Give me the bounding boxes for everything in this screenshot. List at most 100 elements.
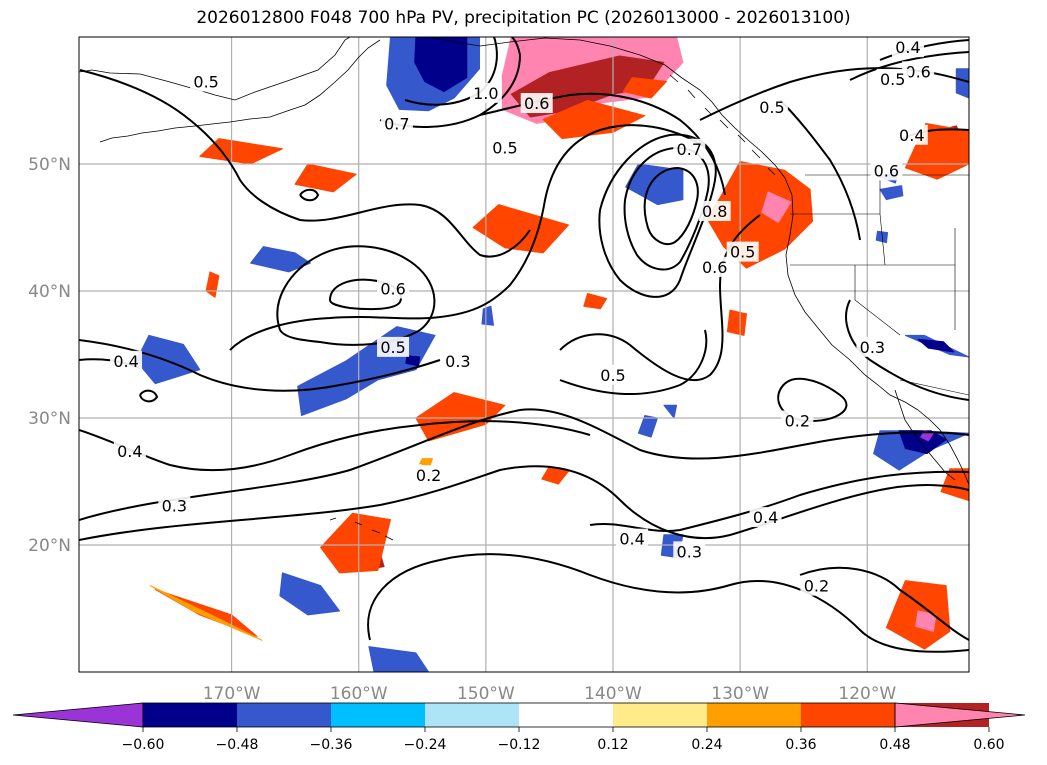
contour-label-backdrop (377, 336, 410, 357)
pv-contour-0-6-inner-loop (329, 278, 403, 311)
colorbar-segment (425, 703, 519, 727)
precip-region-5-1 (625, 163, 684, 206)
map-title: 2026012800 F048 700 hPa PV, precipitatio… (196, 8, 851, 28)
precip-region-2-14 (622, 77, 667, 99)
state-border-ca-nv (854, 265, 901, 336)
contour-label-backdrop (698, 256, 731, 277)
contour-label-backdrop (856, 336, 889, 357)
contour-label: 0.5 (759, 98, 784, 117)
lon-tick-label: 140°W (584, 684, 642, 704)
british-columbia-islands (669, 74, 776, 176)
pv-contour-small-loop-2 (139, 389, 159, 403)
pv-contour-small-loop (299, 188, 320, 202)
precip-region-2-13 (583, 293, 608, 310)
contour-label: 0.4 (753, 508, 778, 527)
contour-label-backdrop (113, 441, 146, 462)
contour-label-backdrop (755, 96, 788, 117)
colorbar: −0.60 −0.48 −0.36 −0.24 −0.12 0.12 0.24 0.36 0.4… (12, 702, 1026, 753)
contour-label-backdrop (441, 350, 474, 371)
contour-label-backdrop (781, 410, 814, 431)
lon-tick-label: 170°W (203, 684, 261, 704)
contour-label: 0.6 (524, 94, 549, 113)
contour-label-backdrop (726, 241, 759, 262)
contour-label-backdrop (870, 160, 903, 181)
contour-label: 1.0 (473, 84, 498, 103)
contour-label: 0.4 (895, 38, 920, 57)
colorbar-tick-label: 0.48 (879, 737, 910, 753)
pv-contour-0-5-inner (559, 329, 708, 396)
contour-label-backdrop (749, 507, 782, 528)
mexico-mainland-coast (917, 409, 969, 486)
contour-label-backdrop (673, 138, 706, 159)
contour-label-backdrop (110, 350, 143, 371)
contour-label-backdrop (412, 465, 445, 486)
colorbar-segment (613, 703, 707, 727)
hawaiian-islands (329, 517, 394, 541)
lon-tick-label: 130°W (711, 684, 769, 704)
contour-label: 0.5 (880, 70, 905, 89)
pv-contour-0-7-east (879, 39, 969, 61)
precip-region-5-8 (481, 305, 494, 326)
contour-label: 0.3 (677, 542, 702, 561)
contour-label: 0.4 (113, 352, 138, 371)
contour-label: 0.5 (730, 243, 755, 262)
contour-label-backdrop (469, 82, 502, 103)
colorbar-segment (801, 703, 895, 727)
precip-region-2-6 (415, 392, 506, 442)
pv-contour-east-coast (779, 99, 861, 241)
lon-tick-label: 160°W (330, 684, 388, 704)
contour-label: 0.5 (600, 366, 625, 385)
contour-label: 0.3 (860, 338, 885, 357)
pv-contour-0-2-east (777, 377, 848, 422)
precip-region-5-6 (368, 646, 430, 672)
colorbar-tick-label: 0.12 (597, 737, 628, 753)
precip-region-2-11 (726, 309, 747, 336)
pv-contour-0-2-low (799, 566, 969, 641)
colorbar-extend-under (12, 702, 144, 728)
contour-label: 0.4 (899, 126, 924, 145)
precip-region-5-9 (955, 68, 969, 99)
graticule (79, 37, 969, 672)
contour-label: 0.4 (619, 530, 644, 549)
us-west-coast (785, 194, 919, 411)
pv-contours (79, 37, 969, 653)
contour-label-backdrop (876, 68, 909, 89)
precip-region-5-5 (279, 572, 341, 616)
contour-label-backdrop (895, 124, 928, 145)
alaska-coastline (79, 37, 351, 101)
pv-contour-0-3-east (845, 299, 969, 401)
contour-labels: 0.51.00.70.60.50.50.70.80.50.60.60.40.60… (110, 37, 935, 596)
contour-label: 0.5 (193, 72, 218, 91)
contour-label-backdrop (597, 364, 629, 385)
contour-label: 0.7 (384, 114, 409, 133)
contour-label-backdrop (698, 200, 731, 221)
alaska-peninsula (304, 39, 381, 106)
contour-label: 0.3 (445, 352, 470, 371)
contour-label: 0.4 (117, 442, 142, 461)
contour-label-backdrop (616, 528, 649, 549)
precip-region-5-12 (663, 404, 678, 419)
lat-tick-label: 40°N (28, 282, 71, 302)
precip-region-3-0 (149, 585, 263, 641)
lon-tick-label: 120°W (838, 684, 896, 704)
contour-label: 0.6 (905, 62, 930, 81)
colorbar-tick-label: −0.48 (216, 737, 259, 753)
coastlines (79, 37, 969, 541)
colorbar-segment (519, 703, 613, 727)
contour-label-backdrop (488, 137, 521, 158)
contour-label-backdrop (377, 278, 410, 299)
state-border-interior (879, 175, 956, 330)
precip-region-2-5 (472, 204, 569, 254)
map-background (79, 37, 969, 672)
gulf-of-alaska-coast (429, 37, 793, 196)
colorbar-tick-label: −0.24 (404, 737, 447, 753)
colorbar-tick-label: 0.60 (973, 737, 1004, 753)
pv-contour-0-8-trough (643, 166, 699, 246)
aleutian-islands (99, 104, 306, 143)
pv-contour-0-5-center (229, 124, 711, 351)
pv-contour-0-4-west (79, 420, 591, 472)
colorbar-segment (331, 703, 425, 727)
contour-label: 0.6 (874, 161, 899, 180)
contour-label: 0.5 (380, 338, 405, 357)
